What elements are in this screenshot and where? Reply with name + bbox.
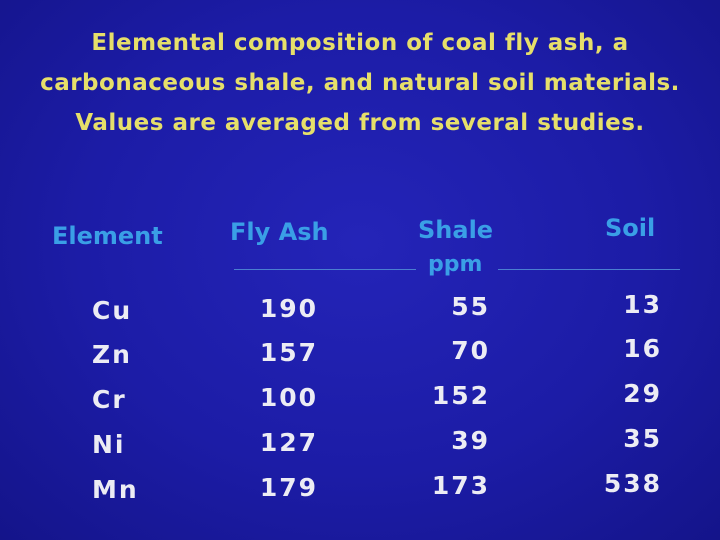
value-cell: 55 <box>451 292 490 321</box>
column-header: Soil <box>605 214 656 242</box>
unit-label: ppm <box>428 252 483 277</box>
value-cell: 157 <box>259 338 318 367</box>
value-cell: 127 <box>259 428 318 457</box>
title-line: carbonaceous shale, and natural soil mat… <box>40 70 680 96</box>
value-cell: 13 <box>623 290 662 319</box>
value-cell: 29 <box>623 379 662 408</box>
column-header: Element <box>52 222 163 250</box>
value-cell: 70 <box>451 336 490 365</box>
element-name: Cu <box>92 296 133 325</box>
column-header: Fly Ash <box>230 218 329 246</box>
value-cell: 35 <box>623 424 662 453</box>
header-rule <box>498 269 680 270</box>
title-line: Values are averaged from several studies… <box>75 110 645 136</box>
title-line: Elemental composition of coal fly ash, a <box>91 30 629 56</box>
value-cell: 100 <box>259 383 318 412</box>
value-cell: 16 <box>623 334 662 363</box>
value-cell: 179 <box>259 473 318 502</box>
column-header: Shale <box>418 216 494 244</box>
value-cell: 190 <box>259 294 318 323</box>
value-cell: 538 <box>603 469 662 498</box>
value-cell: 152 <box>431 381 490 410</box>
element-name: Mn <box>92 475 139 504</box>
element-name: Cr <box>92 385 127 414</box>
value-cell: 173 <box>431 471 490 500</box>
header-rule <box>234 269 416 270</box>
element-name: Zn <box>92 340 132 369</box>
value-cell: 39 <box>451 426 490 455</box>
element-name: Ni <box>92 430 126 459</box>
